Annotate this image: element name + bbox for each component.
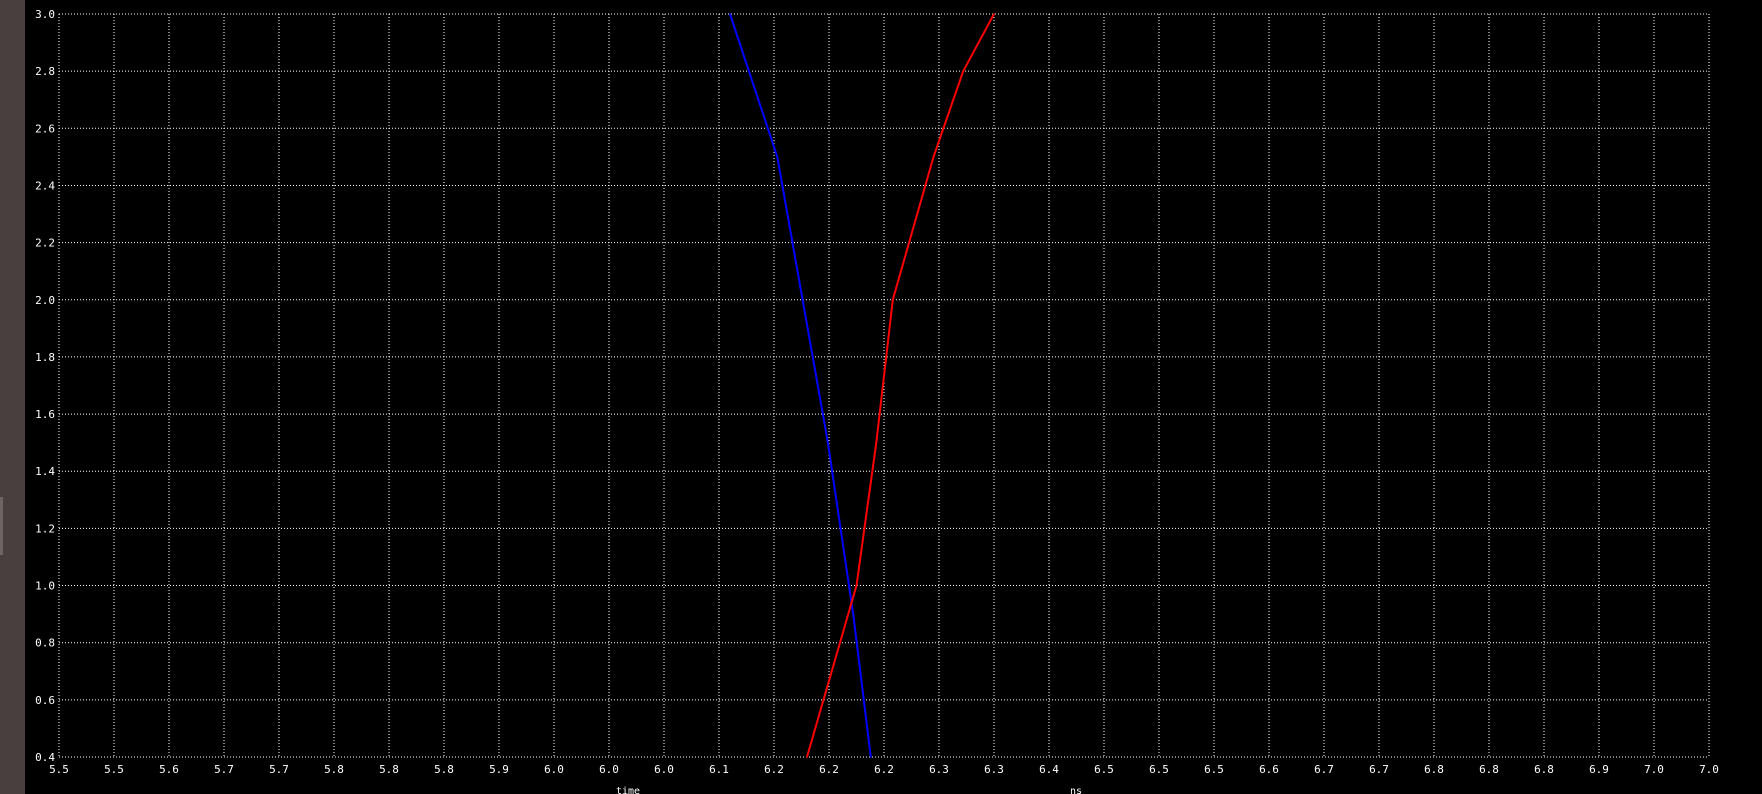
x-tick-label: 6.2 bbox=[764, 763, 784, 776]
y-tick-label: 2.6 bbox=[35, 122, 55, 135]
y-axis-tick-labels: 0.4 0.6 0.8 1.0 1.2 1.4 1.6 1.8 2.0 2.2 2.4 2.6 2.8 3… bbox=[35, 8, 55, 764]
series-layer bbox=[729, 13, 995, 758]
x-tick-label: 5.8 bbox=[434, 763, 454, 776]
waveform-chart[interactable]: 0.4 0.6 0.8 1.0 1.2 1.4 1.6 1.8 2.0 2.2 2.4 2.6 2.8 3… bbox=[25, 0, 1762, 794]
y-tick-label: 1.6 bbox=[35, 408, 55, 421]
series-1-point bbox=[870, 756, 872, 758]
x-tick-label: 5.5 bbox=[49, 763, 69, 776]
y-tick-label: 1.2 bbox=[35, 522, 55, 535]
vertical-gridlines bbox=[58, 14, 1710, 757]
series-line-1 bbox=[729, 13, 872, 758]
x-tick-label: 6.5 bbox=[1149, 763, 1169, 776]
x-tick-label: 6.9 bbox=[1589, 763, 1609, 776]
x-tick-label: 5.9 bbox=[489, 763, 509, 776]
x-axis-tick-labels: 5.5 5.5 5.6 5.7 5.7 5.8 5.8 5.8 5.9 6.0 6.0 6.0 6.1 6… bbox=[49, 763, 1719, 776]
series-2-point bbox=[855, 584, 858, 587]
x-tick-label: 6.2 bbox=[819, 763, 839, 776]
window-left-border bbox=[0, 0, 25, 794]
series-2-point bbox=[892, 298, 894, 301]
x-tick-label: 6.7 bbox=[1314, 763, 1334, 776]
x-tick-label: 6.3 bbox=[984, 763, 1004, 776]
x-tick-label: 6.8 bbox=[1479, 763, 1499, 776]
y-tick-label: 0.4 bbox=[35, 751, 55, 764]
x-tick-label: 5.8 bbox=[379, 763, 399, 776]
y-tick-label: 2.0 bbox=[35, 294, 55, 307]
x-axis-label: time bbox=[616, 786, 640, 794]
x-tick-label: 7.0 bbox=[1644, 763, 1664, 776]
y-tick-label: 1.4 bbox=[35, 465, 55, 478]
x-tick-label: 6.5 bbox=[1204, 763, 1224, 776]
x-tick-label: 6.0 bbox=[654, 763, 674, 776]
x-tick-label: 6.0 bbox=[599, 763, 619, 776]
series-2-point bbox=[875, 441, 878, 444]
x-tick-label: 7.0 bbox=[1699, 763, 1719, 776]
x-tick-label: 6.8 bbox=[1424, 763, 1444, 776]
y-tick-label: 0.6 bbox=[35, 694, 55, 707]
series-1-point bbox=[729, 13, 731, 15]
x-tick-label: 6.1 bbox=[709, 763, 729, 776]
series-1-point bbox=[852, 613, 854, 615]
x-tick-label: 5.6 bbox=[159, 763, 179, 776]
x-tick-label: 5.8 bbox=[324, 763, 344, 776]
y-tick-label: 1.0 bbox=[35, 580, 55, 593]
y-tick-label: 2.4 bbox=[35, 179, 55, 192]
x-tick-label: 6.5 bbox=[1094, 763, 1114, 776]
series-1-point bbox=[827, 441, 829, 444]
series-2-point bbox=[993, 13, 995, 15]
y-tick-label: 3.0 bbox=[35, 8, 55, 21]
y-tick-label: 2.2 bbox=[35, 237, 55, 250]
border-handle[interactable] bbox=[0, 497, 3, 555]
horizontal-gridlines bbox=[59, 13, 1709, 758]
series-2-point bbox=[962, 70, 964, 72]
x-tick-label: 6.7 bbox=[1369, 763, 1389, 776]
y-tick-label: 2.8 bbox=[35, 65, 55, 78]
x-tick-label: 6.0 bbox=[544, 763, 564, 776]
x-tick-label: 6.4 bbox=[1039, 763, 1059, 776]
series-2-point bbox=[932, 156, 935, 158]
x-tick-label: 6.3 bbox=[929, 763, 949, 776]
x-tick-label: 6.2 bbox=[874, 763, 894, 776]
x-tick-label: 5.7 bbox=[269, 763, 289, 776]
x-axis-unit: ns bbox=[1070, 786, 1082, 794]
y-tick-label: 0.8 bbox=[35, 637, 55, 650]
x-tick-label: 5.5 bbox=[104, 763, 124, 776]
x-tick-label: 6.6 bbox=[1259, 763, 1279, 776]
series-1-point bbox=[776, 156, 779, 158]
x-tick-label: 5.7 bbox=[214, 763, 234, 776]
series-line-2 bbox=[806, 13, 995, 758]
x-tick-label: 6.8 bbox=[1534, 763, 1554, 776]
plot-window[interactable]: 0.4 0.6 0.8 1.0 1.2 1.4 1.6 1.8 2.0 2.2 2.4 2.6 2.8 3… bbox=[25, 0, 1762, 794]
series-2-point bbox=[806, 756, 808, 758]
y-tick-label: 1.8 bbox=[35, 351, 55, 364]
